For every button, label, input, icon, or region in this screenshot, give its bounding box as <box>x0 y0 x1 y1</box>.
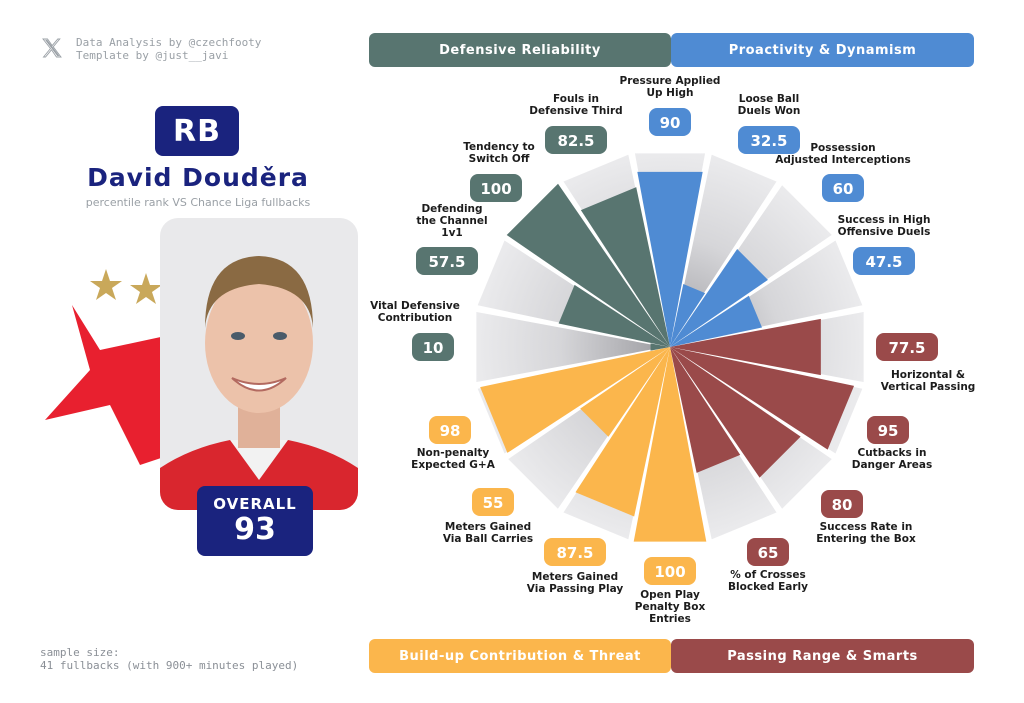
value-badge <box>429 416 471 444</box>
value-badge <box>470 174 522 202</box>
value-label: 60 <box>833 180 854 198</box>
radar-bar <box>670 318 821 376</box>
credits: Data Analysis by @czechfooty Template by… <box>40 36 261 62</box>
metric-label: Vital Defensive Contribution <box>370 300 460 324</box>
value-label: 55 <box>483 494 504 512</box>
credit-analysis: Data Analysis by @czechfooty <box>76 36 262 49</box>
overall-value: 93 <box>234 512 276 547</box>
radar-bar <box>633 347 707 542</box>
position-badge: RB <box>155 106 239 156</box>
header-proactivity-dynamism: Proactivity & Dynamism <box>671 33 974 67</box>
value-badge <box>649 108 691 136</box>
metric-label: Horizontal & Vertical Passing <box>881 369 976 393</box>
value-badge <box>821 490 863 518</box>
radar-bar <box>558 284 670 347</box>
radar-bar <box>670 347 801 478</box>
metric-label: Success in High Offensive Duels <box>838 214 931 238</box>
value-badge <box>867 416 909 444</box>
credit-template: Template by @just__javi <box>76 49 229 62</box>
value-badge <box>416 247 478 275</box>
subtitle: percentile rank VS Chance Liga fullbacks <box>85 196 311 209</box>
overall-box: OVERALL 93 <box>197 486 313 556</box>
metric-label: % of Crosses Blocked Early <box>728 569 808 593</box>
x-logo-icon <box>42 38 62 58</box>
metric-label: Fouls in Defensive Third <box>529 93 622 117</box>
metric-label: Loose Ball Duels Won <box>738 93 801 117</box>
sample-size: sample size: 41 fullbacks (with 900+ min… <box>40 646 298 672</box>
value-badge <box>876 333 938 361</box>
value-badge <box>412 333 454 361</box>
value-badge <box>822 174 864 202</box>
value-label: 77.5 <box>888 339 925 357</box>
radar-bar <box>580 187 670 347</box>
radar-bar <box>575 347 670 517</box>
radar-bar <box>670 347 855 450</box>
club-crest-icon <box>45 269 170 465</box>
radar-bar <box>670 295 763 347</box>
header-buildup-threat: Build-up Contribution & Threat <box>369 639 671 673</box>
radar-bar <box>480 347 670 453</box>
radar-bar <box>580 347 670 437</box>
value-badge <box>747 538 789 566</box>
overall-label: OVERALL <box>213 495 297 513</box>
value-label: 80 <box>832 496 853 514</box>
metric-label: Defending the Channel 1v1 <box>416 203 487 239</box>
value-badge <box>545 126 607 154</box>
value-badge <box>544 538 606 566</box>
metric-label: Non-penalty Expected G+A <box>411 447 496 471</box>
radar-bar <box>650 343 670 351</box>
player-name: David Douděra <box>87 163 309 192</box>
value-label: 87.5 <box>556 544 593 562</box>
value-label: 100 <box>654 563 685 581</box>
value-label: 82.5 <box>557 132 594 150</box>
value-badge <box>644 557 696 585</box>
header-passing-range: Passing Range & Smarts <box>671 639 974 673</box>
radar-background-wedge <box>474 309 671 385</box>
metric-label: Cutbacks in Danger Areas <box>852 447 933 471</box>
value-label: 95 <box>878 422 899 440</box>
value-label: 98 <box>440 422 461 440</box>
radar-bar <box>506 183 670 347</box>
metric-label: Pressure Applied Up High <box>620 75 721 99</box>
metric-label: Possession Adjusted Interceptions <box>775 142 910 166</box>
header-defensive-reliability: Defensive Reliability <box>369 33 671 67</box>
value-label: 57.5 <box>428 253 465 271</box>
metric-label: Meters Gained Via Passing Play <box>527 571 624 595</box>
metric-label: Meters Gained Via Ball Carries <box>443 521 533 545</box>
sample-size-label: sample size: <box>40 646 120 659</box>
metric-label: Success Rate in Entering the Box <box>816 521 916 545</box>
value-label: 90 <box>660 114 681 132</box>
metric-label: Tendency to Switch Off <box>463 141 534 165</box>
radar-bar <box>670 284 706 347</box>
metric-label: Open Play Penalty Box Entries <box>635 589 706 625</box>
value-label: 100 <box>480 180 511 198</box>
sample-size-value: 41 fullbacks (with 900+ minutes played) <box>40 659 299 672</box>
value-label: 32.5 <box>750 132 787 150</box>
value-badge <box>738 126 800 154</box>
value-label: 47.5 <box>865 253 902 271</box>
value-badge <box>472 488 514 516</box>
radar-bar <box>670 249 768 347</box>
value-label: 65 <box>758 544 779 562</box>
value-label: 10 <box>423 339 444 357</box>
radar-bar <box>670 347 741 473</box>
radar-bar <box>637 171 703 347</box>
value-badge <box>853 247 915 275</box>
